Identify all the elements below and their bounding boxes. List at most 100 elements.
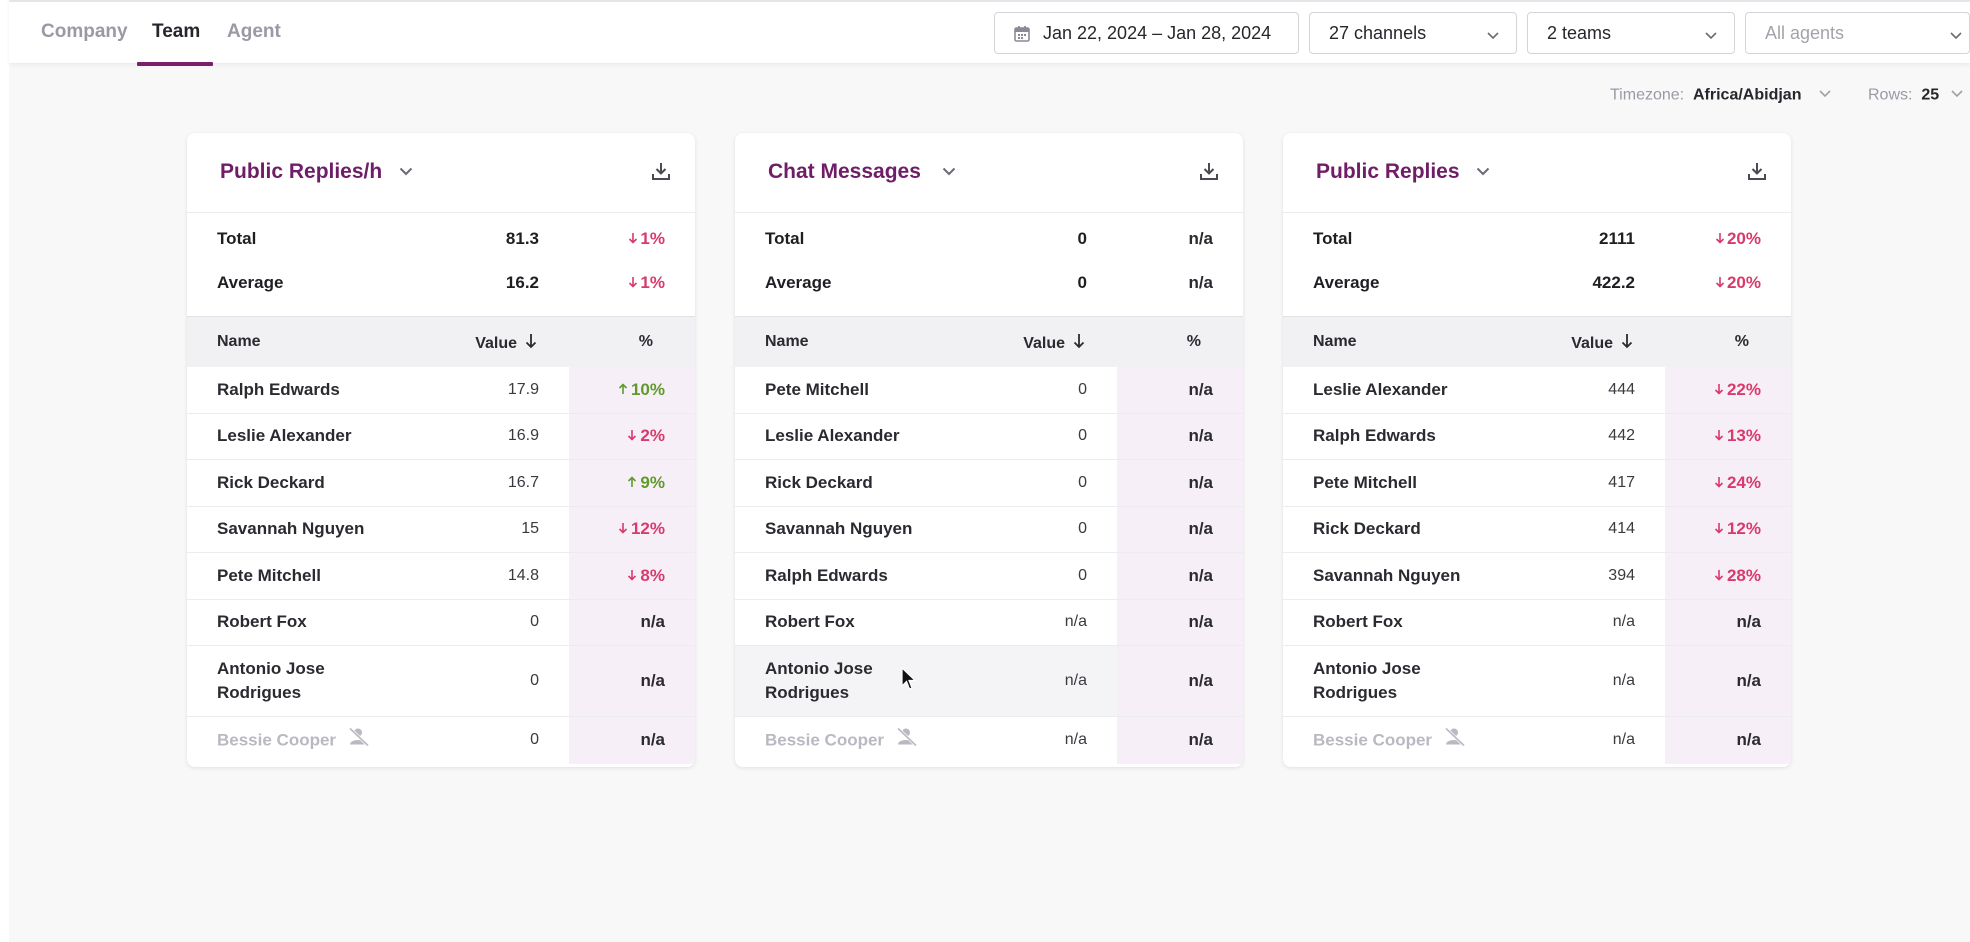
- card-title[interactable]: Public Replies: [1316, 160, 1460, 183]
- chevron-down-icon[interactable]: [398, 163, 414, 184]
- column-header-name[interactable]: Name: [1313, 333, 1357, 350]
- summary-average-row: Average 422.2 20%: [1283, 259, 1791, 303]
- agent-value: n/a: [1612, 731, 1635, 749]
- column-header-pct[interactable]: %: [1734, 333, 1749, 350]
- card-title[interactable]: Chat Messages: [768, 160, 921, 183]
- agent-pct: 13%: [1714, 426, 1761, 446]
- tab-agent[interactable]: Agent: [227, 21, 281, 42]
- table-row[interactable]: Bessie Cooper n/a n/a: [1283, 717, 1791, 764]
- pct-cell-bg: [1117, 506, 1243, 552]
- sort-descending-icon: [1073, 333, 1085, 354]
- table-row[interactable]: Ralph Edwards 442 13%: [1283, 413, 1791, 460]
- card-header: Public Replies: [1283, 133, 1791, 213]
- card-title[interactable]: Public Replies/h: [220, 160, 383, 183]
- agent-name: Pete Mitchell: [217, 565, 321, 585]
- table-row[interactable]: Antonio Jose Rodrigues n/a n/a: [1283, 646, 1791, 717]
- summary-value: 81.3: [505, 229, 539, 248]
- agent-value: 414: [1608, 520, 1635, 538]
- table-row[interactable]: Ralph Edwards 17.9 10%: [187, 367, 695, 414]
- channels-select[interactable]: 27 channels: [1309, 12, 1517, 54]
- agent-name: Rick Deckard: [217, 472, 325, 492]
- pct-cell-bg: [1665, 646, 1791, 716]
- agent-value: n/a: [1612, 672, 1635, 689]
- column-header-value[interactable]: Value: [1023, 333, 1085, 354]
- column-header-value[interactable]: Value: [475, 333, 537, 354]
- table-row[interactable]: Savannah Nguyen 15 12%: [187, 506, 695, 553]
- table-row[interactable]: Rick Deckard 16.7 9%: [187, 460, 695, 507]
- table-row[interactable]: Pete Mitchell 417 24%: [1283, 460, 1791, 507]
- table-row[interactable]: Ralph Edwards 0 n/a: [735, 553, 1243, 600]
- table-row[interactable]: Robert Fox n/a n/a: [735, 599, 1243, 646]
- table-row[interactable]: Bessie Cooper 0 n/a: [187, 717, 695, 764]
- timezone-setting[interactable]: Timezone: Africa/Abidjan: [1610, 86, 1832, 105]
- summary-label: Total: [217, 229, 257, 248]
- agent-name: Robert Fox: [1313, 612, 1403, 632]
- agent-value: 0: [1078, 473, 1087, 491]
- agent-name: Leslie Alexander: [1313, 379, 1448, 399]
- tab-team[interactable]: Team: [152, 21, 201, 42]
- column-header-value-label: Value: [475, 334, 517, 352]
- agent-pct: n/a: [640, 730, 665, 750]
- column-header-value-label: Value: [1571, 334, 1613, 352]
- summary-pct: n/a: [1188, 229, 1213, 249]
- agent-name: Pete Mitchell: [1313, 472, 1417, 492]
- agents-placeholder: All agents: [1765, 22, 1845, 43]
- pct-cell-bg: [1117, 646, 1243, 716]
- chevron-down-icon[interactable]: [1475, 163, 1491, 184]
- table-row[interactable]: Robert Fox n/a n/a: [1283, 599, 1791, 646]
- table-row[interactable]: Rick Deckard 414 12%: [1283, 506, 1791, 553]
- table-row[interactable]: Pete Mitchell 14.8 8%: [187, 553, 695, 600]
- top-bar: Company Team Agent Jan 22, 2024 – Jan 28…: [9, 0, 1970, 66]
- download-icon[interactable]: [1199, 161, 1219, 186]
- agent-value: 444: [1608, 380, 1635, 398]
- teams-select[interactable]: 2 teams: [1527, 12, 1735, 54]
- table-row[interactable]: Rick Deckard 0 n/a: [735, 460, 1243, 507]
- rows-setting[interactable]: Rows: 25: [1868, 86, 1964, 105]
- agent-name-label: Bessie Cooper: [765, 730, 885, 750]
- column-header-value[interactable]: Value: [1571, 333, 1633, 354]
- table-row[interactable]: Leslie Alexander 16.9 2%: [187, 413, 695, 460]
- agent-value: n/a: [1612, 613, 1635, 631]
- agent-value: 16.9: [507, 427, 539, 445]
- summary-pct-value: n/a: [1188, 273, 1213, 292]
- table-row[interactable]: Antonio Jose Rodrigues n/a n/a: [735, 646, 1243, 717]
- metric-card: Public Replies Total 2111 20% Average 422.2 20…: [1283, 133, 1791, 767]
- agent-pct-value: 10%: [630, 379, 665, 399]
- pct-cell-bg: [1665, 506, 1791, 552]
- mouse-cursor-icon: [901, 666, 917, 696]
- column-header-pct[interactable]: %: [1186, 333, 1201, 350]
- timezone-value: Africa/Abidjan: [1693, 86, 1802, 104]
- chevron-down-icon[interactable]: [941, 163, 957, 184]
- table-row[interactable]: Robert Fox 0 n/a: [187, 599, 695, 646]
- table-row[interactable]: Antonio Jose Rodrigues 0 n/a: [187, 646, 695, 717]
- column-header-name[interactable]: Name: [217, 333, 261, 350]
- agent-pct: n/a: [1188, 730, 1213, 750]
- agent-pct-value: n/a: [640, 730, 665, 750]
- table-header: Name Value%: [735, 317, 1243, 367]
- pct-cell-bg: [569, 717, 695, 764]
- table-row[interactable]: Leslie Alexander 0 n/a: [735, 413, 1243, 460]
- download-icon[interactable]: [1747, 161, 1767, 186]
- agent-value: 394: [1608, 566, 1635, 584]
- summary-value: 422.2: [1592, 273, 1635, 292]
- date-range-picker[interactable]: Jan 22, 2024 – Jan 28, 2024: [994, 12, 1299, 54]
- agent-name: Ralph Edwards: [765, 565, 888, 585]
- pct-cell-bg: [1117, 717, 1243, 764]
- table-row[interactable]: Pete Mitchell 0 n/a: [735, 367, 1243, 414]
- download-icon[interactable]: [651, 161, 671, 186]
- column-header-pct[interactable]: %: [638, 333, 653, 350]
- agents-select[interactable]: All agents: [1745, 12, 1970, 54]
- pct-cell-bg: [1117, 599, 1243, 645]
- column-header-name[interactable]: Name: [765, 333, 809, 350]
- summary-label: Total: [1313, 229, 1353, 248]
- agent-pct-value: 28%: [1726, 565, 1761, 585]
- sort-descending-icon: [1621, 333, 1633, 354]
- summary-pct-value: 20%: [1726, 273, 1761, 292]
- table-row[interactable]: Savannah Nguyen 0 n/a: [735, 506, 1243, 553]
- table-row[interactable]: Savannah Nguyen 394 28%: [1283, 553, 1791, 600]
- agent-pct-value: n/a: [1188, 612, 1213, 632]
- table-row[interactable]: Leslie Alexander 444 22%: [1283, 367, 1791, 414]
- table-row[interactable]: Bessie Cooper n/a n/a: [735, 717, 1243, 764]
- tab-company[interactable]: Company: [41, 21, 128, 42]
- agent-pct: 28%: [1714, 566, 1761, 586]
